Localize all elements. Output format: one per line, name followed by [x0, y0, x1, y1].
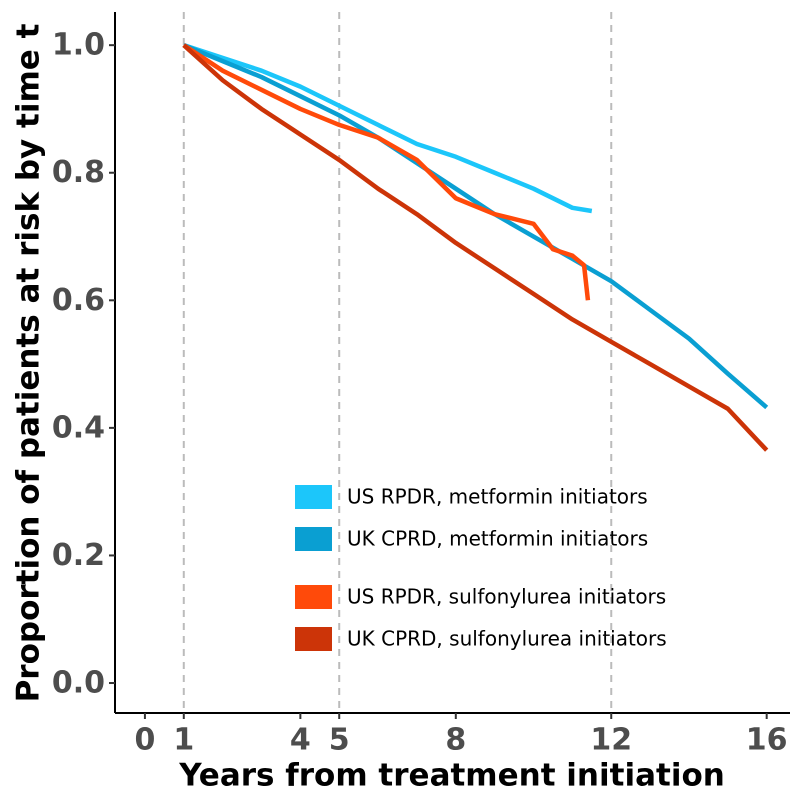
- legend-label: UK CPRD, metformin initiators: [347, 527, 648, 551]
- series-line: [183, 43, 593, 214]
- y-tick-label: 0.4: [52, 410, 105, 445]
- legend-label: UK CPRD, sulfonylurea initiators: [347, 627, 667, 651]
- legend-label: US RPDR, metformin initiators: [347, 485, 648, 509]
- legend-swatch: [295, 485, 332, 509]
- y-axis-label: Proportion of patients at risk by time t: [11, 23, 47, 702]
- x-tick-label: 0: [134, 723, 155, 758]
- y-tick-label: 0.6: [52, 283, 105, 318]
- x-tick-label: 4: [290, 723, 311, 758]
- series-line: [182, 43, 769, 452]
- y-tick-label: 0.2: [52, 538, 105, 573]
- series-line: [182, 43, 591, 301]
- x-tick-label: 8: [445, 723, 466, 758]
- legend-swatch: [295, 527, 332, 551]
- y-tick-label: 1.0: [52, 28, 105, 63]
- x-tick-label: 5: [329, 723, 350, 758]
- x-tick-label: 1: [173, 723, 194, 758]
- series-line: [182, 43, 769, 410]
- legend-label: US RPDR, sulfonylurea initiators: [347, 585, 666, 609]
- y-tick-label: 0.0: [52, 666, 105, 701]
- y-tick-label: 0.8: [52, 155, 105, 190]
- x-axis-label: Years from treatment initiation: [178, 758, 725, 794]
- x-tick-label: 16: [746, 723, 788, 758]
- legend-swatch: [295, 585, 332, 609]
- x-tick-label: 12: [590, 723, 632, 758]
- legend-swatch: [295, 627, 332, 651]
